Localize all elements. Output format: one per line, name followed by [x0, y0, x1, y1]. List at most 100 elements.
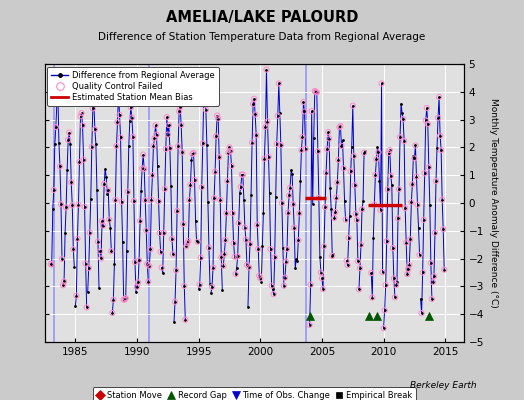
Point	[64, 136, 72, 143]
Point	[237, 184, 245, 190]
Point	[80, 204, 89, 210]
Point	[129, 134, 137, 140]
Point	[406, 236, 414, 242]
Point	[190, 177, 199, 183]
Point	[344, 235, 353, 241]
Point	[131, 259, 139, 265]
Point	[77, 113, 85, 119]
Point	[177, 122, 185, 128]
Point	[284, 210, 292, 216]
Point	[267, 282, 276, 289]
Point	[210, 195, 219, 201]
Point	[278, 200, 286, 206]
Point	[355, 286, 363, 292]
Point	[178, 149, 187, 156]
Point	[390, 275, 398, 282]
Point	[368, 294, 376, 301]
Point	[308, 108, 316, 114]
Point	[151, 122, 160, 128]
Point	[418, 310, 426, 316]
Point	[416, 252, 424, 258]
Point	[294, 237, 302, 243]
Point	[251, 111, 259, 118]
Point	[84, 265, 93, 271]
Point	[275, 80, 283, 87]
Point	[411, 142, 420, 149]
Point	[65, 129, 73, 136]
Point	[148, 172, 157, 178]
Point	[332, 194, 341, 201]
Point	[404, 266, 412, 272]
Point	[396, 134, 404, 140]
Point	[163, 131, 172, 138]
Point	[144, 278, 152, 285]
Point	[130, 198, 138, 204]
Point	[166, 145, 174, 151]
Point	[342, 216, 350, 223]
Point	[47, 261, 55, 267]
Point	[53, 92, 62, 99]
Point	[85, 229, 94, 236]
Point	[438, 196, 446, 203]
Point	[220, 250, 228, 257]
Point	[145, 263, 154, 269]
Point	[281, 274, 289, 281]
Point	[82, 304, 91, 310]
Point	[169, 251, 177, 258]
Y-axis label: Monthly Temperature Anomaly Difference (°C): Monthly Temperature Anomaly Difference (…	[489, 98, 498, 308]
Point	[360, 150, 368, 156]
Point	[100, 181, 108, 187]
Point	[134, 279, 142, 286]
Point	[172, 267, 180, 274]
Point	[78, 110, 86, 116]
Point	[208, 284, 216, 290]
Point	[139, 152, 147, 158]
Point	[343, 262, 352, 268]
Point	[320, 243, 328, 250]
Point	[165, 122, 173, 128]
Point	[348, 102, 357, 109]
Point	[333, 179, 342, 186]
Point	[143, 261, 151, 267]
Point	[205, 244, 213, 251]
Point	[395, 186, 403, 192]
Point	[186, 182, 194, 188]
Point	[72, 292, 81, 299]
Text: AMELIA/LAKE PALOURD: AMELIA/LAKE PALOURD	[166, 10, 358, 25]
Point	[321, 204, 329, 210]
Point	[99, 222, 107, 229]
Point	[243, 262, 251, 268]
Point	[261, 124, 270, 130]
Point	[241, 224, 249, 231]
Point	[147, 196, 156, 203]
Point	[352, 211, 360, 217]
Point	[432, 178, 440, 184]
Point	[254, 246, 263, 252]
Point	[160, 186, 169, 192]
Point	[403, 271, 411, 277]
Point	[408, 181, 417, 188]
Point	[201, 84, 209, 91]
Point	[60, 278, 68, 285]
Point	[434, 114, 442, 121]
Point	[431, 230, 439, 236]
Point	[113, 119, 122, 126]
Point	[353, 217, 361, 223]
Point	[81, 260, 90, 267]
Point	[319, 286, 327, 292]
Point	[174, 143, 182, 150]
Point	[149, 143, 158, 149]
Point	[269, 291, 278, 298]
Point	[223, 178, 232, 184]
Point	[389, 245, 397, 251]
Point	[184, 238, 193, 244]
Point	[413, 202, 422, 208]
Point	[358, 206, 366, 212]
Point	[387, 173, 395, 179]
Point	[189, 150, 198, 156]
Point	[437, 147, 445, 153]
Point	[158, 264, 166, 271]
Point	[331, 209, 340, 215]
Point	[58, 256, 66, 262]
Point	[142, 227, 150, 234]
